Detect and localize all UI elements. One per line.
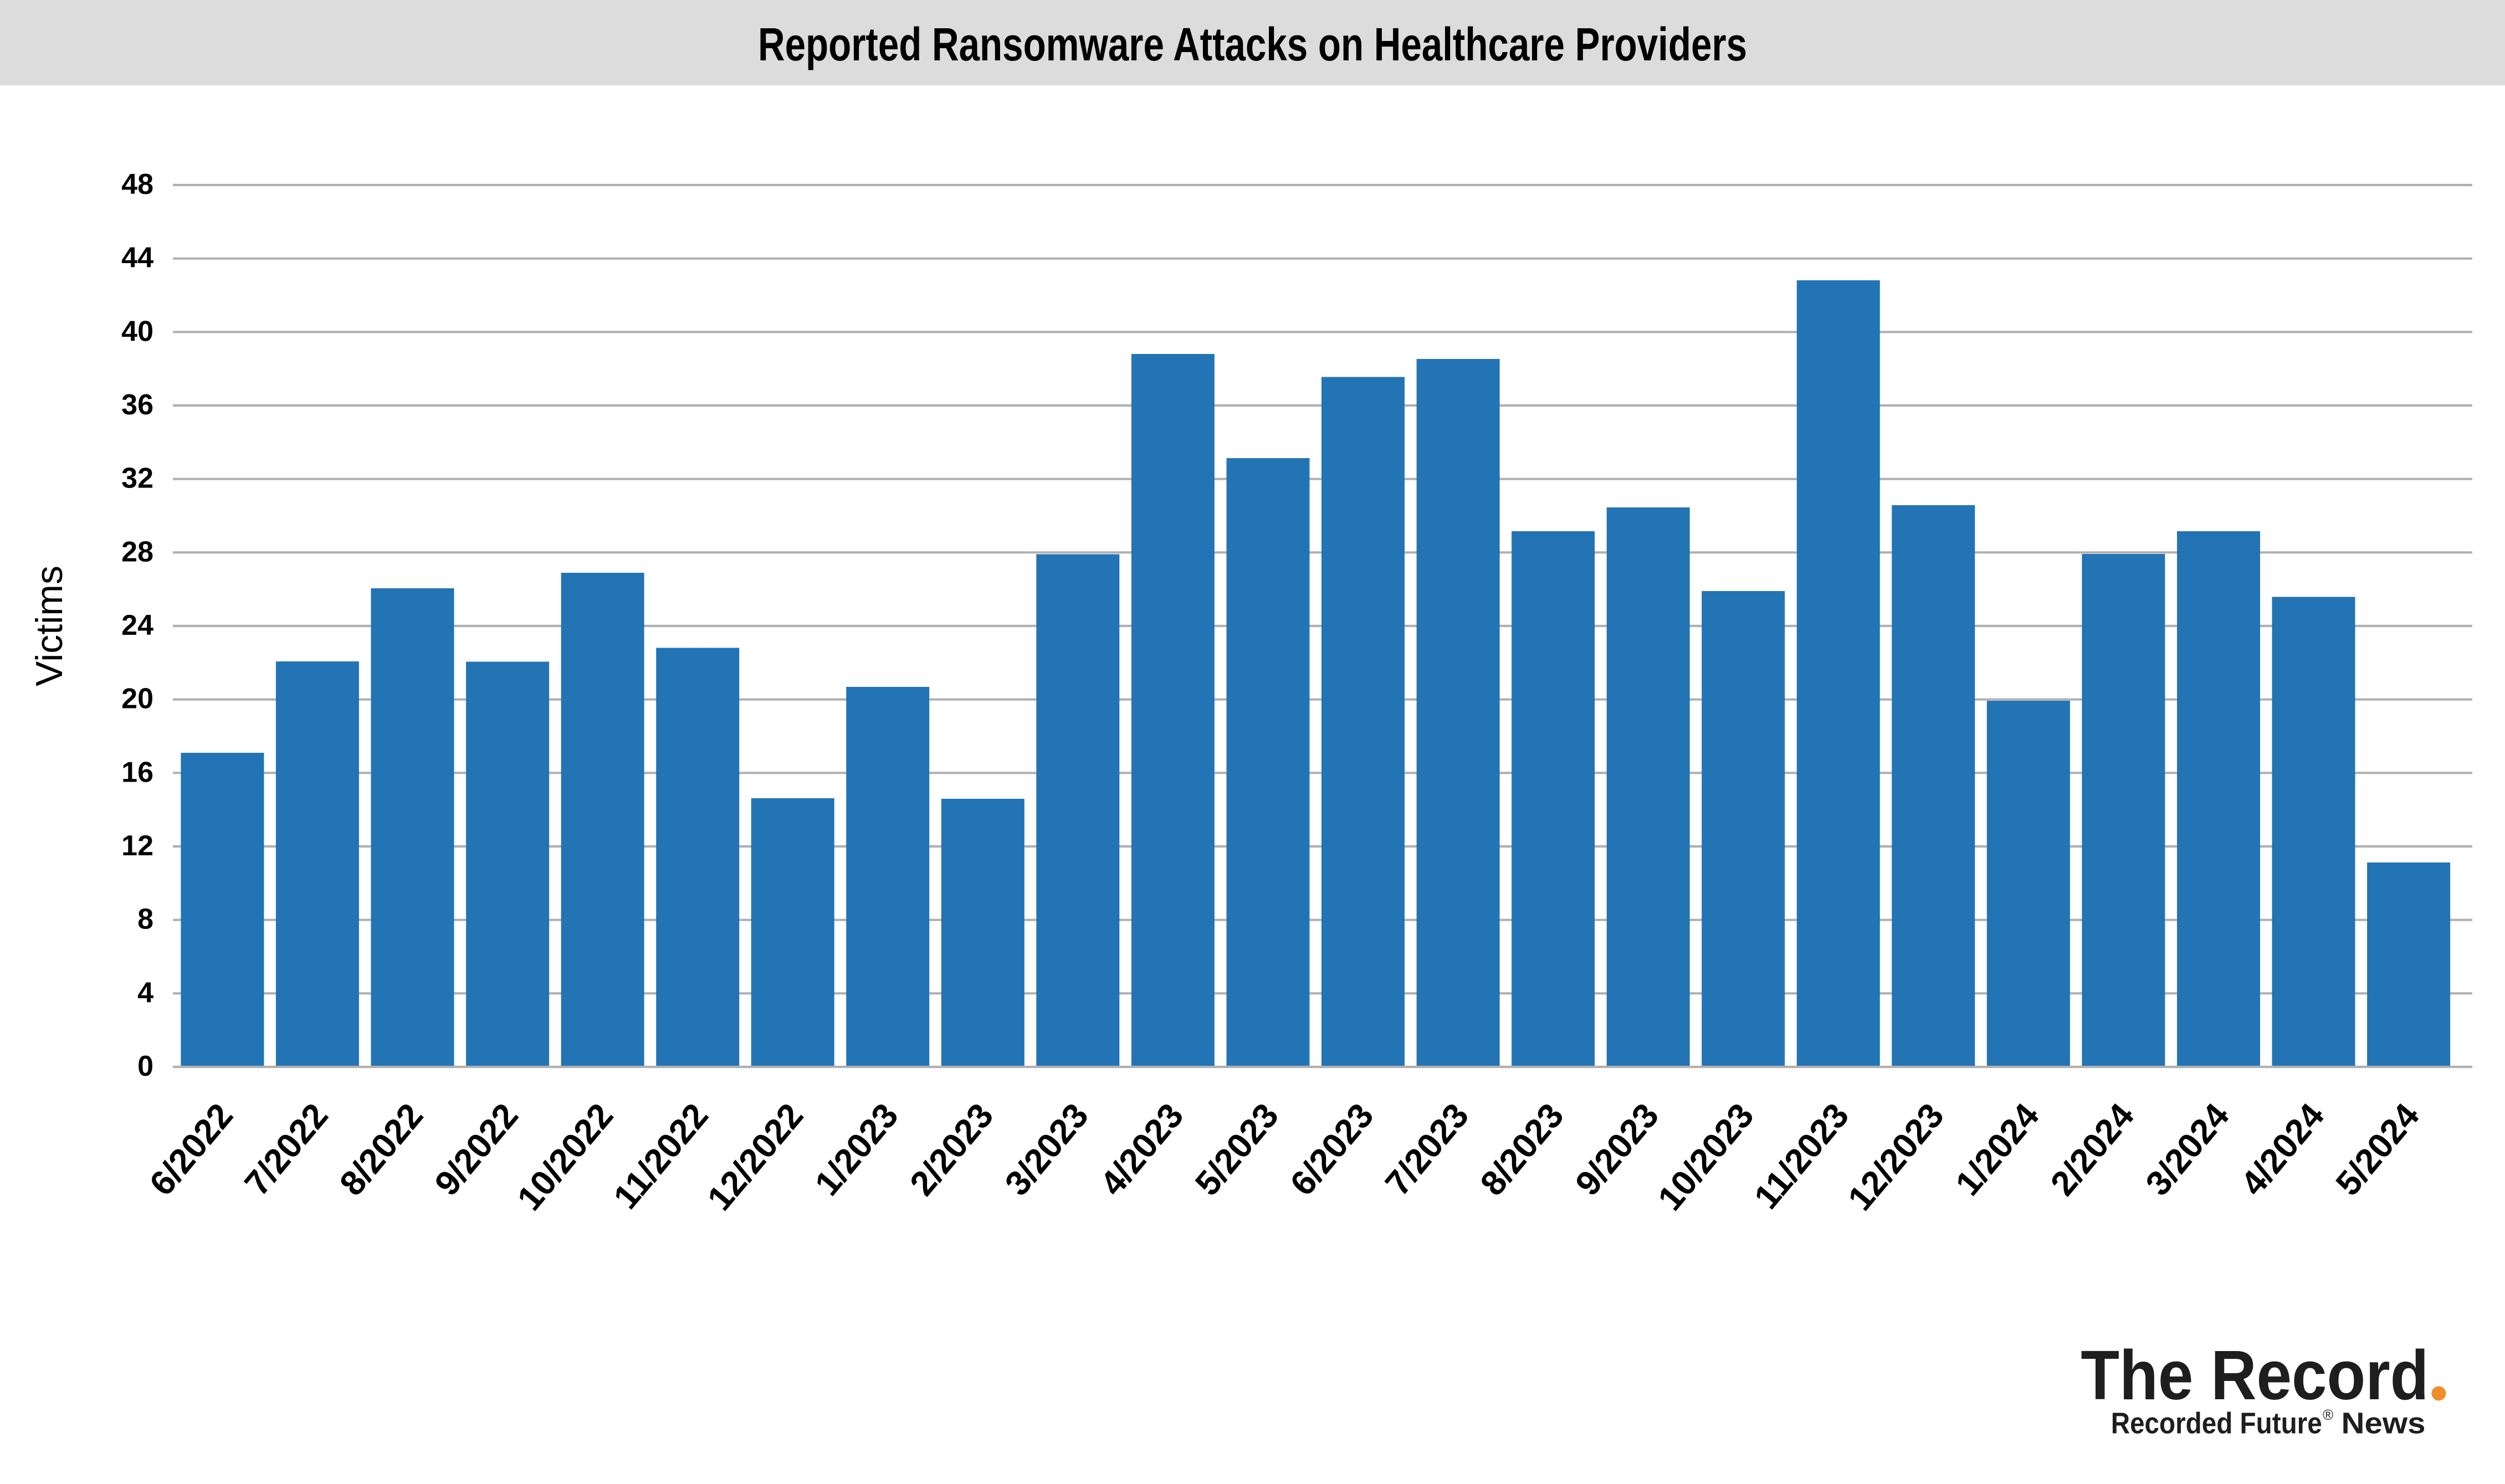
svg-text:28: 28 (121, 536, 153, 568)
svg-text:20: 20 (121, 683, 153, 715)
svg-text:4: 4 (137, 977, 153, 1009)
svg-text:8: 8 (137, 903, 153, 936)
svg-text:32: 32 (121, 463, 153, 495)
svg-text:24: 24 (121, 609, 153, 641)
svg-text:44: 44 (121, 242, 153, 274)
svg-text:The Record: The Record (2081, 1336, 2429, 1414)
svg-text:0: 0 (137, 1050, 153, 1082)
svg-text:Victims: Victims (28, 566, 70, 686)
svg-text:12: 12 (121, 830, 153, 862)
svg-text:®: ® (2323, 1406, 2333, 1423)
svg-text:36: 36 (121, 389, 153, 421)
svg-text:News: News (2342, 1406, 2426, 1440)
svg-text:Recorded Future: Recorded Future (2111, 1406, 2322, 1440)
svg-text:Reported Ransomware Attacks on: Reported Ransomware Attacks on Healthcar… (758, 18, 1747, 70)
svg-text:40: 40 (121, 315, 153, 347)
svg-text:16: 16 (121, 756, 153, 788)
svg-text:48: 48 (121, 168, 153, 201)
